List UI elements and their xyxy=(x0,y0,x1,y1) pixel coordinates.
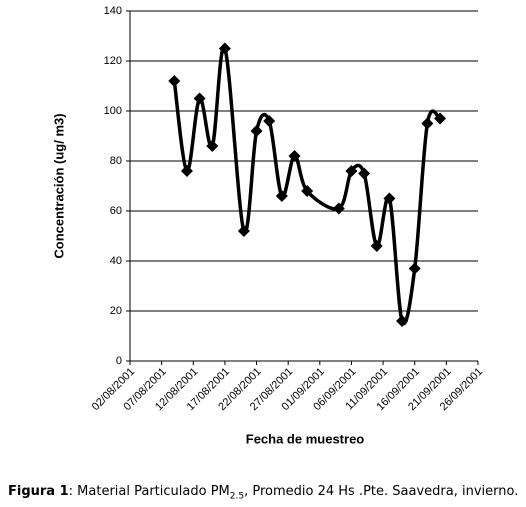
point xyxy=(193,92,206,105)
y-tick-label: 20 xyxy=(110,305,122,317)
point xyxy=(168,75,181,87)
y-tick-label: 80 xyxy=(110,155,122,167)
point xyxy=(301,185,314,197)
point xyxy=(332,202,345,215)
point xyxy=(345,165,358,177)
point xyxy=(263,115,276,127)
y-tick-label: 0 xyxy=(116,355,122,367)
x-axis-label: Fecha de muestreo xyxy=(246,431,365,446)
point xyxy=(383,192,396,205)
point xyxy=(180,165,193,177)
chart: Fecha de muestreo Concentración (ug/ m3)… xyxy=(51,5,485,447)
point xyxy=(237,225,250,237)
y-tick-label: 100 xyxy=(104,105,122,117)
y-axis-label: Concentración (ug/ m3) xyxy=(51,113,66,258)
y-tick-label: 60 xyxy=(110,205,122,217)
point xyxy=(434,112,447,125)
caption-sub: 2.5 xyxy=(229,491,245,502)
point xyxy=(358,167,371,180)
y-tick-label: 140 xyxy=(104,5,122,17)
caption: Figura 1: Material Particulado PM2.5, Pr… xyxy=(8,484,518,502)
point xyxy=(206,140,219,152)
point xyxy=(370,240,383,252)
caption-label: Figura 1 xyxy=(8,484,69,499)
y-tick-label: 120 xyxy=(104,55,122,67)
caption-rest: , Promedio 24 Hs .Pte. Saavedra, inviern… xyxy=(244,484,519,499)
caption-text: : Material Particulado PM xyxy=(68,484,230,499)
y-tick-label: 40 xyxy=(110,255,122,267)
point xyxy=(408,262,421,275)
point xyxy=(396,315,409,327)
point xyxy=(421,117,434,130)
point xyxy=(250,125,263,137)
point xyxy=(275,190,288,202)
point xyxy=(218,42,231,55)
point xyxy=(288,150,301,162)
